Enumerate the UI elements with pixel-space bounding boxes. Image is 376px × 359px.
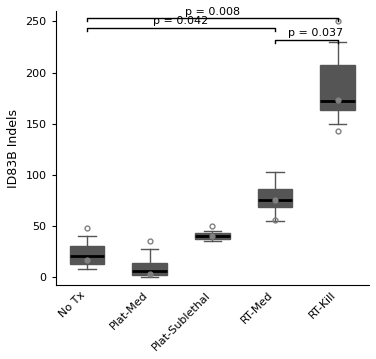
Y-axis label: ID83B Indels: ID83B Indels (7, 109, 20, 188)
Text: p = 0.037: p = 0.037 (288, 28, 343, 38)
PathPatch shape (70, 246, 104, 264)
Text: p = 0.042: p = 0.042 (153, 16, 209, 26)
PathPatch shape (132, 262, 167, 275)
PathPatch shape (258, 189, 292, 208)
PathPatch shape (195, 233, 230, 239)
Text: p = 0.008: p = 0.008 (185, 7, 240, 17)
PathPatch shape (320, 65, 355, 110)
